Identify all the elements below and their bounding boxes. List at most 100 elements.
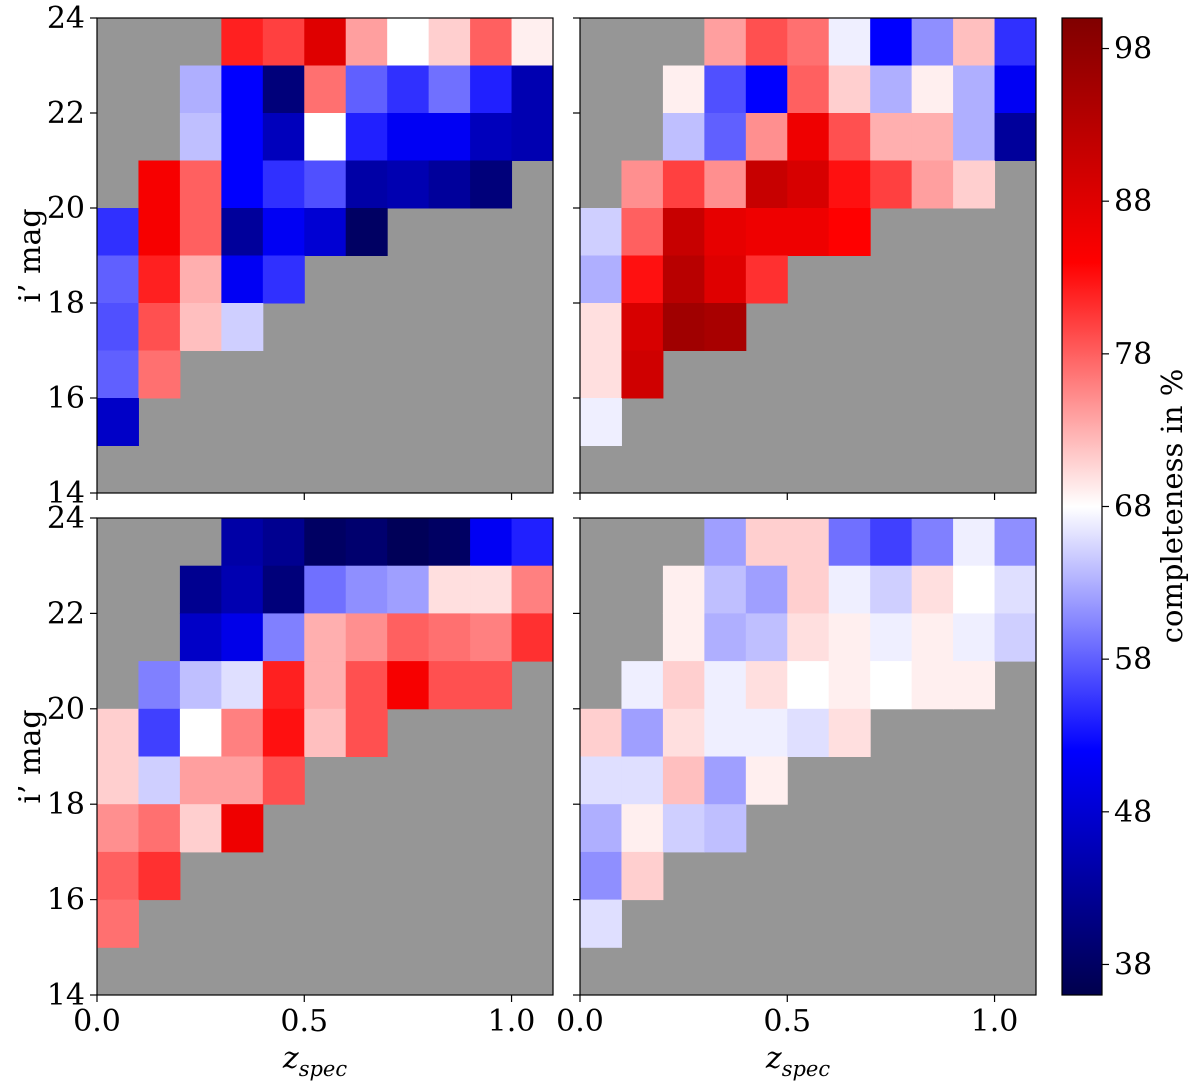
heatmap-cell <box>97 756 139 805</box>
colorbar-tick-label: 58 <box>1114 642 1152 677</box>
heatmap-cell <box>511 518 554 567</box>
heatmap-cell <box>911 565 954 614</box>
heatmap-cell <box>621 303 664 351</box>
heatmap-cell <box>828 208 871 256</box>
heatmap-cell <box>304 613 347 662</box>
heatmap-cell <box>97 708 139 757</box>
heatmap-cell <box>580 804 622 853</box>
heatmap-cell <box>994 18 1037 66</box>
y-tick-label: 18 <box>47 286 85 321</box>
heatmap-cell <box>138 661 181 710</box>
heatmap-cell <box>304 18 347 66</box>
heatmap-cell <box>262 65 305 114</box>
heatmap-cell <box>787 613 830 662</box>
heatmap-cell <box>953 565 996 614</box>
heatmap-cell <box>870 613 913 662</box>
heatmap-cell <box>428 113 471 161</box>
y-axis-label: i’ mag <box>13 208 48 302</box>
heatmap-cell <box>470 18 513 66</box>
heatmap-cell <box>580 899 622 948</box>
panel-frame <box>96 517 554 996</box>
heatmap-cell <box>511 65 554 114</box>
heatmap-cell <box>428 160 471 209</box>
heatmap-cell <box>138 160 181 209</box>
heatmap-cell <box>138 804 181 853</box>
heatmap-cell <box>262 661 305 710</box>
heatmap-cell <box>304 160 347 209</box>
heatmap-cell <box>662 613 705 662</box>
heatmap-cell <box>662 661 705 710</box>
heatmap-cell <box>387 518 430 567</box>
heatmap-cell <box>345 65 388 114</box>
heatmap-cell <box>304 65 347 114</box>
y-tick-label: 16 <box>47 381 85 416</box>
heatmap-cell <box>179 113 222 161</box>
heatmap-cell <box>179 756 222 805</box>
heatmap-cell <box>580 255 622 304</box>
heatmap-cell <box>470 661 513 710</box>
panels: 14 16 18 20 22 24 i’ mag 0.0 0.5 1.0 14 16 18 20 22 24 i… <box>13 1 1037 1081</box>
heatmap-cell <box>745 18 788 66</box>
y-tick-label: 18 <box>47 787 85 822</box>
heatmap-cell <box>345 160 388 209</box>
heatmap-cell <box>787 708 830 757</box>
heatmap-cell <box>621 255 664 304</box>
heatmap-cell <box>704 804 747 853</box>
heatmap-cell <box>345 661 388 710</box>
heatmap-cell <box>662 303 705 351</box>
heatmap-cell <box>662 708 705 757</box>
heatmap-cell <box>662 208 705 256</box>
x-tick-label: 1.0 <box>971 1004 1019 1039</box>
heatmap-cell <box>994 518 1037 567</box>
colorbar-tick-label: 78 <box>1114 337 1152 372</box>
heatmap-cell <box>787 208 830 256</box>
heatmap-cell <box>138 756 181 805</box>
heatmap-cell <box>345 518 388 567</box>
heatmap-cell <box>787 18 830 66</box>
heatmap-cell <box>787 518 830 567</box>
heatmap-cell <box>745 661 788 710</box>
heatmap-cell <box>662 113 705 161</box>
heatmap-cell <box>179 708 222 757</box>
heatmap-cell <box>580 303 622 351</box>
heatmap-cell <box>745 756 788 805</box>
x-axis-label-subscript: spec <box>299 1057 348 1081</box>
heatmap-cell <box>745 160 788 209</box>
heatmap-cell <box>221 613 264 662</box>
heatmap-cell <box>511 613 554 662</box>
heatmap-cell <box>221 65 264 114</box>
y-tick-label: 24 <box>47 501 85 536</box>
heatmap-cell <box>179 613 222 662</box>
heatmap-cell <box>304 518 347 567</box>
heatmap-cell <box>953 613 996 662</box>
x-tick-label: 0.0 <box>73 1004 121 1039</box>
heatmap-cell <box>828 160 871 209</box>
heatmap-cell <box>704 518 747 567</box>
heatmap-cell <box>704 756 747 805</box>
heatmap-cell <box>221 113 264 161</box>
heatmap-cell <box>704 613 747 662</box>
colorbar-tick-label: 68 <box>1114 490 1152 525</box>
heatmap-cell <box>345 613 388 662</box>
heatmap-cell <box>662 65 705 114</box>
heatmap-cell <box>221 518 264 567</box>
heatmap-cell <box>179 65 222 114</box>
heatmap-cell <box>911 518 954 567</box>
heatmap-cell <box>704 113 747 161</box>
heatmap-cell <box>179 303 222 351</box>
y-tick-label: 22 <box>47 96 85 131</box>
heatmap-cell <box>304 661 347 710</box>
heatmap-cell <box>911 65 954 114</box>
heatmap-cell <box>428 613 471 662</box>
heatmap-cell <box>138 255 181 304</box>
heatmap-cell <box>428 565 471 614</box>
heatmap-cell <box>704 65 747 114</box>
heatmap-cell <box>304 708 347 757</box>
x-axis-label: zspec <box>282 1041 347 1081</box>
heatmap-cell <box>262 208 305 256</box>
heatmap-cell <box>745 255 788 304</box>
heatmap-cell <box>345 18 388 66</box>
heatmap-cell <box>428 518 471 567</box>
heatmap-cell <box>97 350 139 399</box>
y-tick-label: 24 <box>47 1 85 36</box>
